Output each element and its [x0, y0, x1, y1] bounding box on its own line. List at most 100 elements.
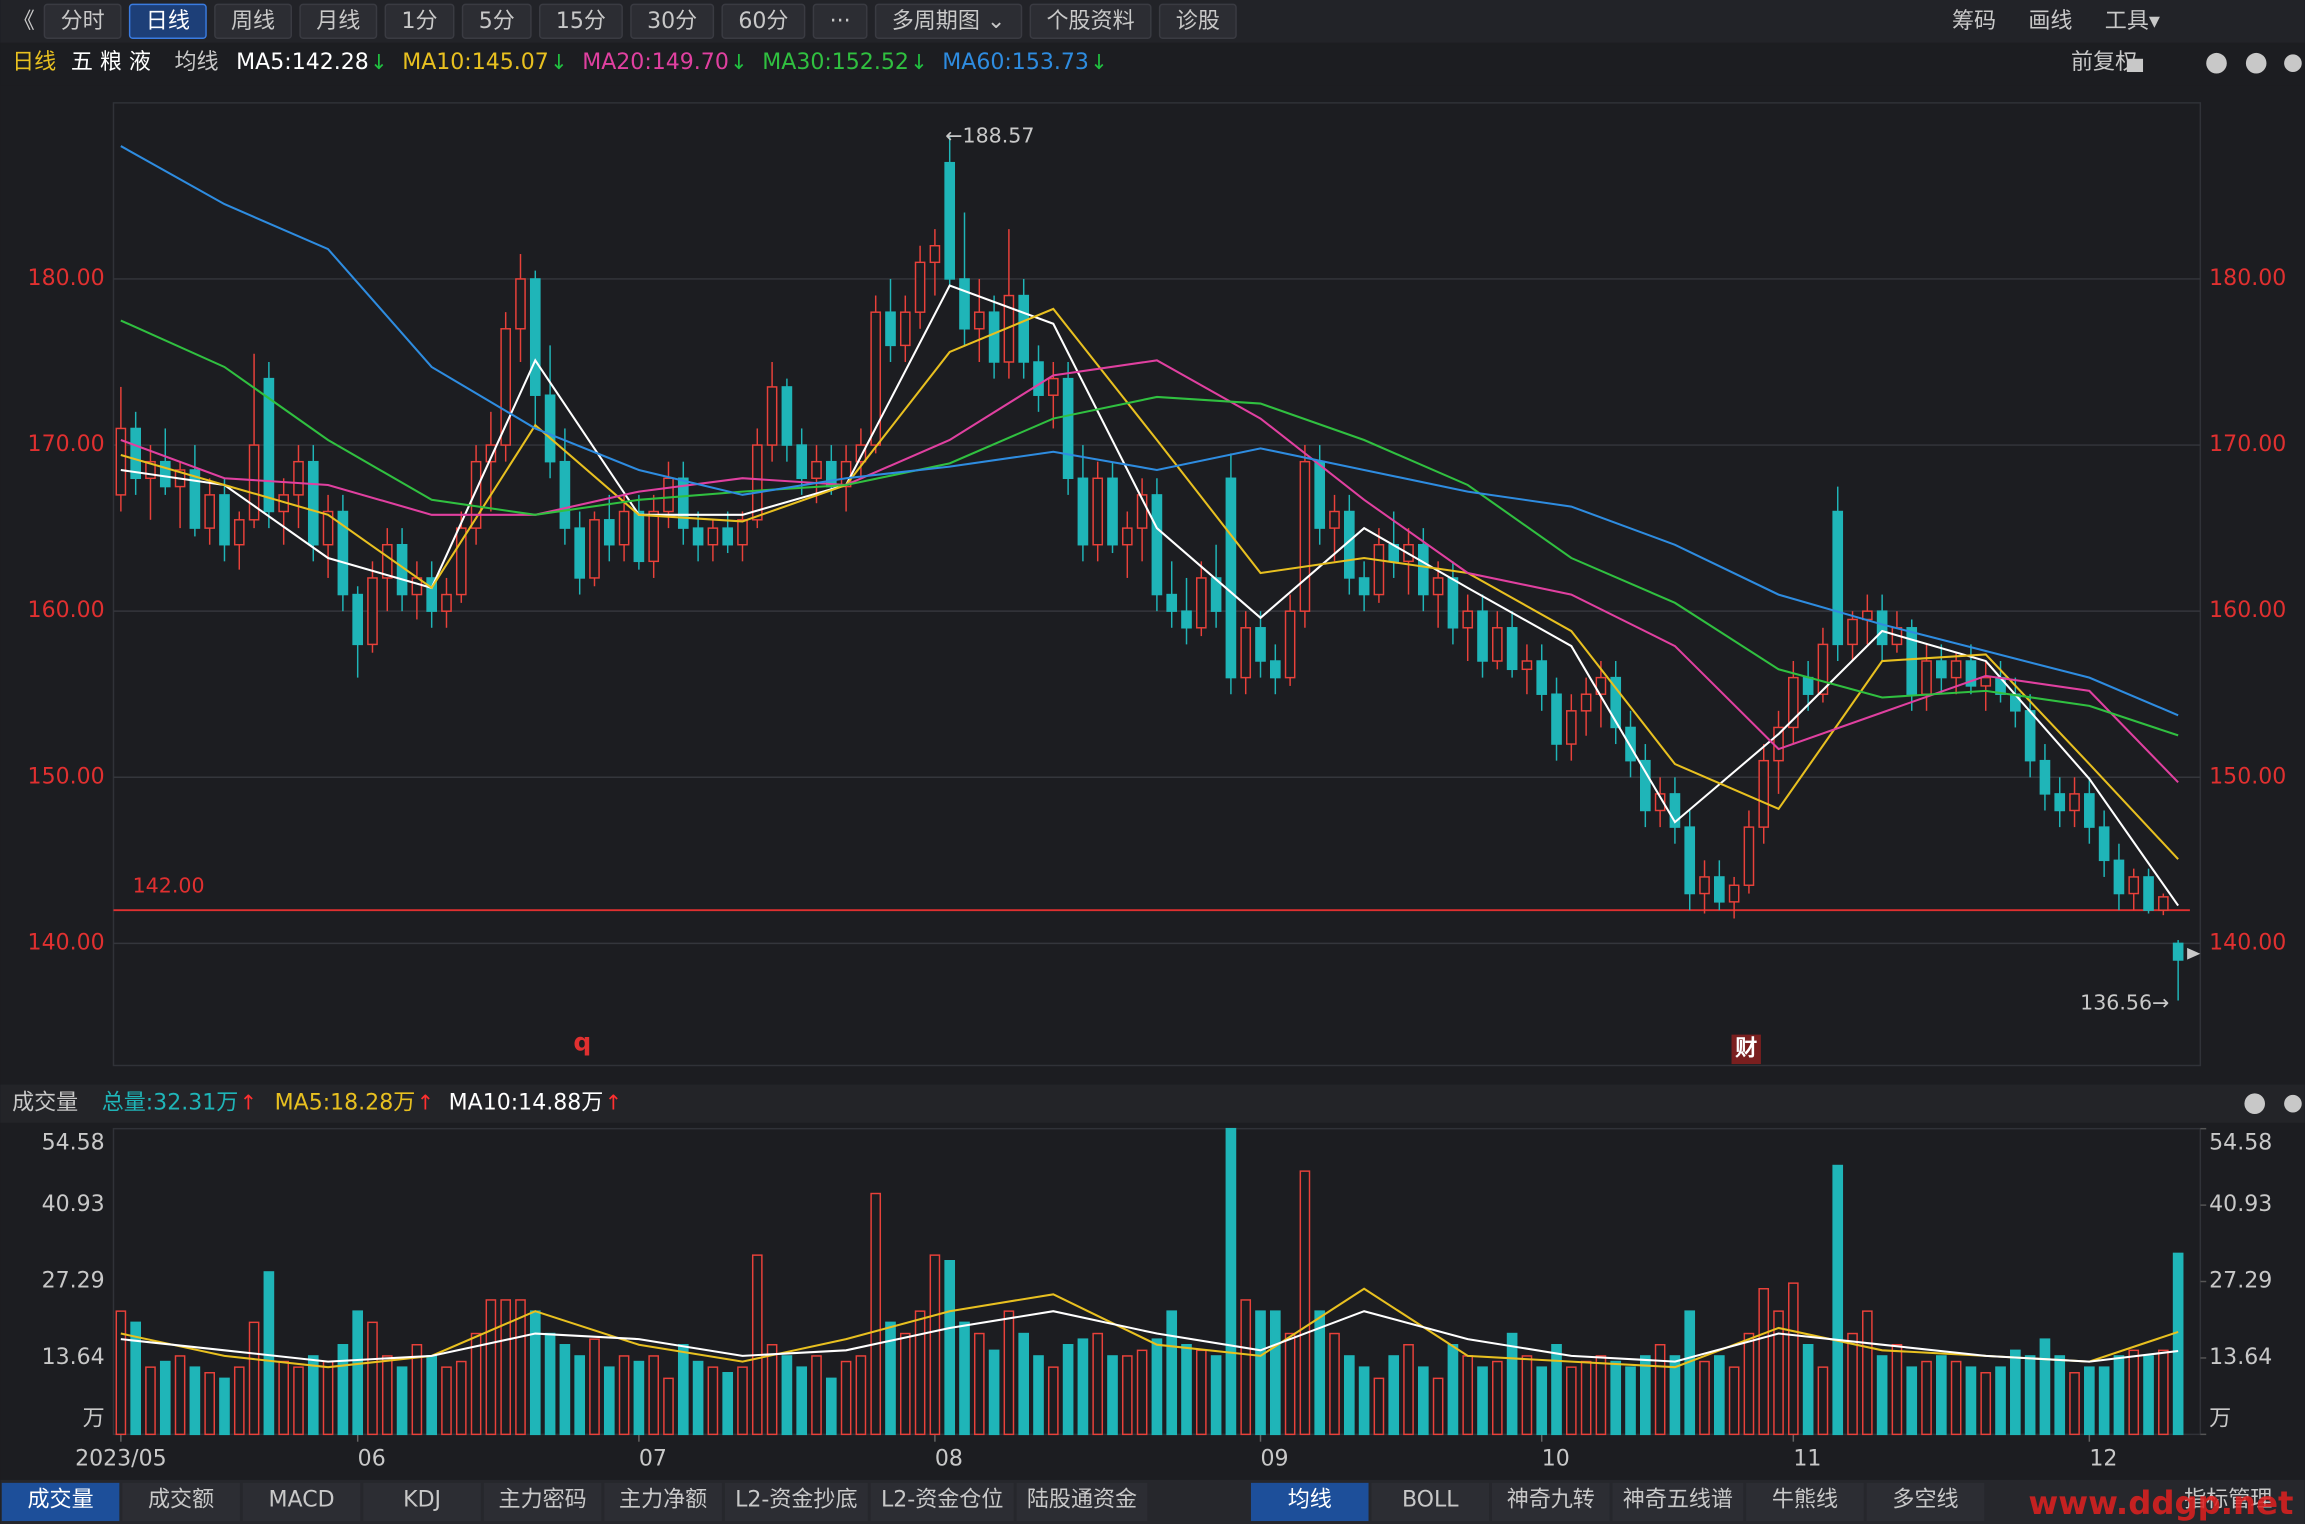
toolbar-button[interactable]	[812, 3, 868, 39]
volume-bar	[529, 1310, 541, 1436]
candle-body	[248, 444, 260, 521]
indicator-manage[interactable]: 指标管理	[2184, 1487, 2272, 1512]
volume-bar	[1580, 1360, 1592, 1436]
overlay-tab-label[interactable]: BOLL	[1402, 1487, 1459, 1512]
volume-bar	[722, 1372, 734, 1436]
overlay-tab-label[interactable]: 均线	[1288, 1487, 1332, 1512]
volume-bar	[1506, 1332, 1518, 1436]
indicator-tab[interactable]	[1, 1482, 120, 1522]
indicator-tab-label[interactable]: 主力净额	[619, 1487, 707, 1512]
candle-body	[1758, 759, 1770, 828]
candle-body	[1728, 884, 1740, 903]
toolbar-button-label[interactable]: 15分	[556, 9, 606, 34]
volume-bar	[1699, 1360, 1710, 1436]
candle-body	[1447, 577, 1459, 629]
indicator-tab-label[interactable]: 成交量	[28, 1487, 94, 1512]
toolbar-button[interactable]	[299, 3, 378, 39]
candle-body	[899, 311, 911, 347]
volume-bar	[707, 1366, 719, 1436]
toolbar-button-label[interactable]: 多周期图 ⌄	[892, 9, 1006, 34]
toolbar-button-label[interactable]: 周线	[231, 9, 275, 34]
overlay-tab-label[interactable]: 神奇九转	[1507, 1487, 1595, 1512]
overlay-tab[interactable]	[1250, 1482, 1369, 1522]
toolbar-button[interactable]	[43, 3, 122, 39]
volume-bar	[737, 1366, 748, 1436]
indicator-tab[interactable]	[122, 1482, 240, 1522]
candle-body	[145, 460, 156, 480]
volume-bar	[618, 1355, 630, 1436]
toolbar-button[interactable]	[384, 3, 455, 39]
overlay-tab[interactable]	[1866, 1482, 1985, 1522]
y-tick-label: 万	[83, 1407, 105, 1432]
overlay-tab[interactable]	[1371, 1482, 1490, 1522]
toolbar-button-label[interactable]: 30分	[647, 9, 697, 34]
legend-label: MA20:149.70	[582, 50, 729, 75]
indicator-tab[interactable]	[724, 1482, 868, 1522]
x-tick-label: 08	[935, 1446, 963, 1471]
volume-bar	[1862, 1310, 1873, 1436]
overlay-tab[interactable]	[1612, 1482, 1744, 1522]
indicator-tab-label[interactable]: L2-资金仓位	[881, 1487, 1003, 1512]
overlay-tab[interactable]	[1746, 1482, 1864, 1522]
toolbar-button[interactable]	[128, 3, 207, 39]
indicator-tab-label[interactable]: KDJ	[403, 1487, 441, 1512]
plus-icon[interactable]	[2206, 52, 2227, 74]
toolbar-button[interactable]	[1029, 3, 1152, 39]
toolbar-button-label[interactable]: ···	[830, 9, 851, 34]
volume-bar	[2010, 1349, 2021, 1436]
watermark: www.ddgp.net	[2028, 1484, 2293, 1522]
toolbar-right-label[interactable]: 筹码	[1952, 9, 1996, 34]
toolbar-button-label[interactable]: 分时	[61, 9, 105, 34]
toolbar-button[interactable]	[874, 3, 1023, 39]
close-icon[interactable]	[2244, 1093, 2266, 1114]
indicator-tab[interactable]	[1016, 1482, 1148, 1522]
indicator-tab[interactable]	[870, 1482, 1014, 1522]
toolbar-right-label[interactable]: 画线	[2028, 9, 2072, 34]
toolbar-button-label[interactable]: 日线	[146, 9, 190, 34]
candle-body	[1506, 627, 1518, 671]
volume-settings-icon[interactable]	[2284, 1094, 2302, 1113]
candle-body	[1565, 710, 1577, 745]
toolbar-button[interactable]	[539, 3, 623, 39]
indicator-tab[interactable]	[242, 1482, 361, 1522]
indicator-tab[interactable]	[363, 1482, 481, 1522]
toolbar-button-label[interactable]: 月线	[316, 9, 360, 34]
lock-icon[interactable]	[2126, 58, 2144, 73]
toolbar-button[interactable]	[1158, 3, 1237, 39]
toolbar-button-label[interactable]: 5分	[479, 9, 515, 34]
volume-bar	[811, 1355, 822, 1436]
toolbar-button-label[interactable]: 《	[13, 9, 35, 34]
minus-icon[interactable]	[2245, 52, 2267, 74]
indicator-tab[interactable]	[483, 1482, 602, 1522]
indicator-tab-label[interactable]: MACD	[269, 1487, 335, 1512]
toolbar-button[interactable]	[461, 3, 532, 39]
toolbar-button-label[interactable]: 1分	[401, 9, 437, 34]
overlay-tab-label[interactable]: 多空线	[1892, 1487, 1958, 1512]
candle-body	[1225, 477, 1237, 679]
toolbar-right-label[interactable]: 工具▾	[2105, 9, 2160, 34]
indicator-tab-label[interactable]: 主力密码	[499, 1487, 587, 1512]
toolbar-button[interactable]	[721, 3, 806, 39]
overlay-tab-label[interactable]: 牛熊线	[1772, 1487, 1838, 1512]
indicator-tab-label[interactable]: 成交额	[148, 1487, 214, 1512]
indicator-tab-label[interactable]: 陆股通资金	[1027, 1487, 1137, 1512]
settings-icon[interactable]	[2284, 54, 2302, 73]
candle-body	[1654, 793, 1666, 812]
toolbar-button[interactable]	[214, 3, 293, 39]
adjust-label[interactable]: 前复权	[2071, 50, 2137, 75]
volume-bar	[914, 1310, 926, 1436]
x-tick-label: 11	[1793, 1446, 1821, 1471]
candle-body	[2143, 876, 2154, 911]
candle-body	[1195, 577, 1207, 629]
indicator-tab[interactable]	[604, 1482, 722, 1522]
overlay-tab[interactable]	[1491, 1482, 1610, 1522]
toolbar-button[interactable]	[630, 3, 715, 39]
toolbar-button-label[interactable]: 60分	[738, 9, 788, 34]
candle-body	[2010, 693, 2021, 712]
toolbar-button-label[interactable]: 诊股	[1176, 9, 1220, 34]
indicator-tab-label[interactable]: L2-资金抄底	[735, 1487, 857, 1512]
candle-body	[663, 477, 674, 513]
volume-bar	[1403, 1344, 1414, 1436]
overlay-tab-label[interactable]: 神奇五线谱	[1623, 1487, 1733, 1512]
toolbar-button-label[interactable]: 个股资料	[1046, 9, 1134, 34]
